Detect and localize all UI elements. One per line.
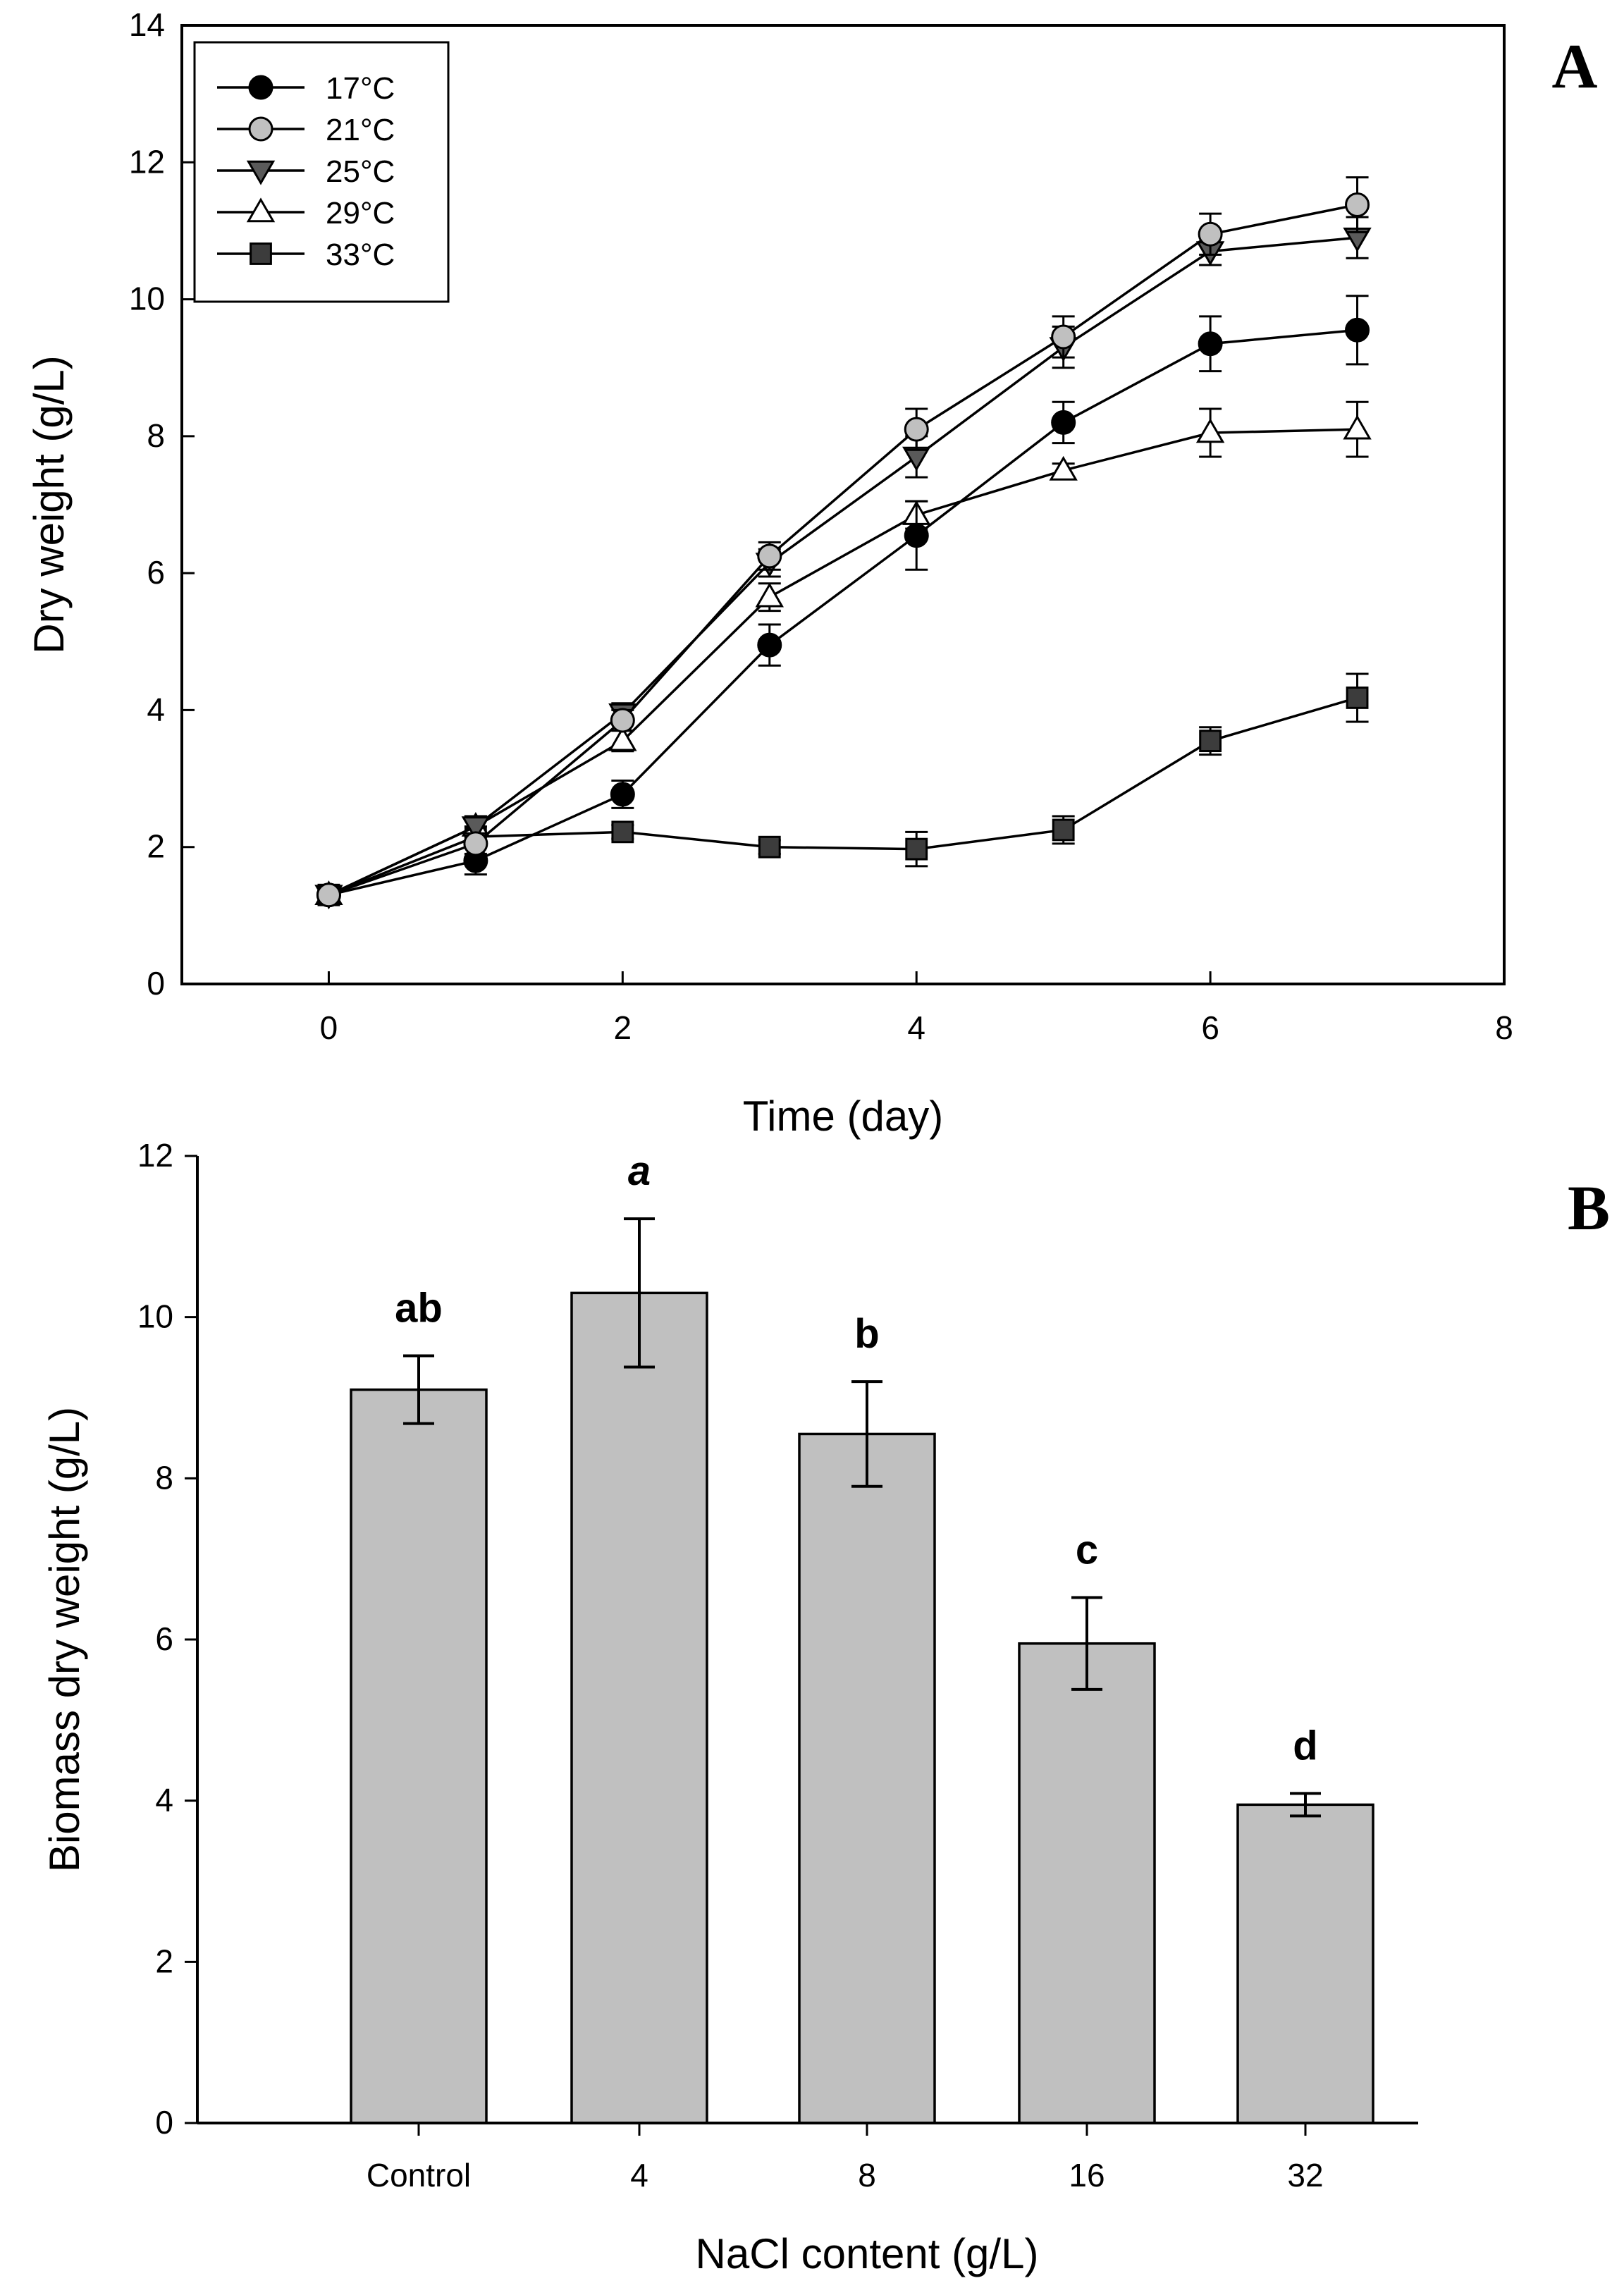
bar-32 [1236, 1803, 1374, 2124]
data-point [1049, 455, 1078, 481]
panel-a-x-axis: 0 2 4 6 8 [320, 971, 1513, 1046]
series-line [328, 428, 1358, 897]
panel-a-y-axis-label: Dry weight (g/L) [25, 355, 73, 653]
data-point [1198, 221, 1223, 247]
y-tick-label: 4 [155, 1782, 173, 1819]
series-21°C [316, 176, 1370, 908]
data-point [1198, 331, 1223, 357]
data-point [904, 417, 929, 442]
panel-a-plot-frame [180, 24, 1506, 985]
bar-16 [1018, 1642, 1156, 2124]
y-tick-label: 8 [147, 417, 165, 454]
y-tick-label: 12 [129, 143, 165, 180]
data-point [1199, 730, 1222, 753]
bar-Control [350, 1388, 488, 2124]
y-tick-label: 10 [129, 281, 165, 317]
significance-letter: d [1293, 1723, 1317, 1768]
y-tick-label: 14 [129, 6, 165, 43]
data-point [608, 726, 637, 751]
data-point [755, 582, 784, 608]
series-line [328, 236, 1358, 897]
panel-b-x-axis-label: NaCl content (g/L) [696, 2230, 1039, 2277]
y-tick-label: 2 [147, 828, 165, 865]
legend-marker [248, 75, 273, 100]
legend-marker [246, 160, 276, 185]
x-tick-label: 8 [858, 2157, 876, 2194]
x-tick-label: 6 [1201, 1009, 1219, 1046]
x-tick-label: 4 [630, 2157, 648, 2194]
data-point [1195, 418, 1225, 443]
y-tick-label: 8 [155, 1459, 173, 1496]
significance-letter: b [854, 1311, 879, 1357]
y-tick-label: 6 [147, 554, 165, 591]
data-point [1052, 818, 1075, 842]
y-tick-label: 6 [155, 1620, 173, 1657]
data-point [758, 835, 781, 859]
panel-a-legend: 17°C 21°C 25°C 29°C 33°C [193, 41, 450, 303]
data-point [1346, 687, 1369, 709]
x-tick-label: 0 [320, 1009, 338, 1046]
data-point [1051, 410, 1076, 435]
y-tick-label: 0 [147, 965, 165, 1002]
legend-label: 17°C [326, 71, 395, 106]
significance-letter: a [628, 1148, 651, 1194]
series-line [328, 696, 1358, 897]
legend-box [193, 41, 450, 303]
data-point [1343, 414, 1372, 440]
bar-4 [570, 1291, 708, 2124]
x-tick-label: 8 [1495, 1009, 1513, 1046]
legend-marker [248, 116, 273, 142]
x-tick-label: 32 [1287, 2157, 1323, 2194]
legend-marker [250, 242, 272, 265]
data-point [463, 831, 488, 856]
legend-label: 25°C [326, 154, 395, 189]
data-point [1051, 324, 1076, 350]
x-tick-label: 16 [1069, 2157, 1105, 2194]
data-point [1345, 317, 1370, 343]
bar-8 [798, 1432, 936, 2124]
data-point [904, 523, 929, 548]
data-point [757, 632, 782, 658]
x-tick-label: Control [367, 2157, 471, 2194]
x-tick-label: 4 [907, 1009, 925, 1046]
data-point [610, 708, 635, 733]
panel-a-series-group [314, 176, 1372, 910]
data-point [1345, 192, 1370, 218]
significance-letter: ab [395, 1286, 443, 1331]
panel-a: 0 2 4 6 8 10 12 14 0 2 4 6 8 17°C 21°C 25°C 29°C 33°C T… [25, 6, 1598, 1140]
data-point [610, 782, 635, 807]
data-point [905, 837, 928, 861]
data-point [316, 882, 341, 908]
data-point [461, 816, 491, 842]
significance-letter: c [1076, 1527, 1098, 1573]
data-point [611, 820, 634, 844]
series-line [328, 203, 1358, 897]
data-point [757, 543, 782, 569]
series-line [328, 328, 1358, 897]
legend-label: 29°C [326, 196, 395, 230]
y-tick-label: 2 [155, 1943, 173, 1979]
legend-label: 21°C [326, 113, 395, 147]
y-tick-label: 0 [155, 2104, 173, 2141]
panel-a-x-axis-label: Time (day) [743, 1093, 943, 1140]
panel-b-y-axis-label: Biomass dry weight (g/L) [41, 1407, 88, 1872]
panel-b-y-axis: 0 2 4 6 8 10 12 [137, 1137, 197, 2141]
y-tick-label: 4 [147, 691, 165, 727]
legend-marker [246, 197, 276, 223]
panel-b-letter: B [1568, 1174, 1610, 1243]
legend-label: 33°C [326, 238, 395, 272]
y-tick-label: 12 [137, 1137, 173, 1174]
panel-b-x-axis: Control 4 8 16 32 [367, 2123, 1324, 2194]
panel-a-letter: A [1552, 32, 1598, 101]
panel-a-y-axis: 0 2 4 6 8 10 12 14 [129, 6, 195, 1002]
x-tick-label: 2 [614, 1009, 632, 1046]
y-tick-label: 10 [137, 1298, 173, 1335]
